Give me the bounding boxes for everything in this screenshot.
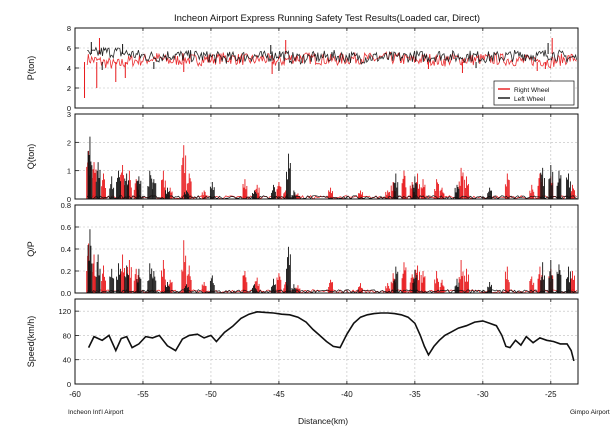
p-trace [87,46,577,65]
y-axis-label: P(ton) [26,56,36,81]
x-tick-label: -35 [409,390,421,399]
panels-layer: 0 2 4 6 8 P(ton) Right Wheel Left Wheel 0 1 2 3 Q(to… [26,24,579,399]
y-axis-label: Q(ton) [26,144,36,170]
y-tick-label: 0.8 [61,201,71,210]
x-tick-label: -30 [477,390,489,399]
y-tick-label: 8 [67,24,71,33]
y-tick-label: 80 [63,331,71,340]
panel-qp: 0.0 0.2 0.4 0.6 0.8 Q/P [26,201,579,298]
legend-box [493,80,575,106]
y-axis-label: Speed(km/h) [26,316,36,368]
legend: Right Wheel Left Wheel [493,80,575,106]
p-trace [86,51,577,69]
y-tick-label: 0.0 [61,289,71,298]
legend-label: Right Wheel [514,87,550,94]
y-tick-label: 120 [58,307,71,316]
chart-title: Incheon Airport Express Running Safety T… [174,13,480,24]
y-tick-label: 0 [67,380,71,389]
series-right-wheel [86,145,577,200]
y-tick-label: 40 [63,356,71,365]
y-tick-label: 3 [67,110,71,119]
series-speed [87,310,575,362]
x-end-label: Gimpo Airport [570,409,610,416]
series-right-wheel [86,240,577,294]
series-left-wheel [86,229,577,294]
y-tick-label: 6 [67,44,71,53]
speed-line [87,310,575,362]
x-tick-label: -55 [137,390,149,399]
x-tick-label: -40 [341,390,353,399]
y-axis-label: Q/P [26,241,36,257]
y-tick-label: 0.4 [61,245,71,254]
y-tick-label: 1 [67,167,71,176]
legend-label: Left Wheel [514,96,546,103]
series-left-wheel [87,42,577,71]
x-tick-label: -45 [273,390,285,399]
x-tick-label: -50 [205,390,217,399]
x-axis-title: Distance(km) [298,416,348,426]
y-tick-label: 0 [67,104,71,113]
y-tick-label: 2 [67,84,71,93]
y-tick-label: 0.6 [61,223,71,232]
panel-p: 0 2 4 6 8 P(ton) Right Wheel Left Wheel [26,24,579,113]
x-start-label: Incheon Int'l Airport [68,409,124,416]
panel-frame [74,298,579,385]
y-tick-label: 4 [67,64,71,73]
y-tick-label: 2 [67,138,71,147]
x-tick-label: -60 [69,390,81,399]
y-tick-label: 0 [67,195,71,204]
panel-frame [74,113,579,200]
series-left-wheel [86,136,577,200]
panel-q: 0 1 2 3 Q(ton) [26,110,579,204]
panel-speed: 0 40 80 120 Speed(km/h) [26,298,579,389]
y-tick-label: 0.2 [61,267,71,276]
x-tick-label: -25 [545,390,557,399]
